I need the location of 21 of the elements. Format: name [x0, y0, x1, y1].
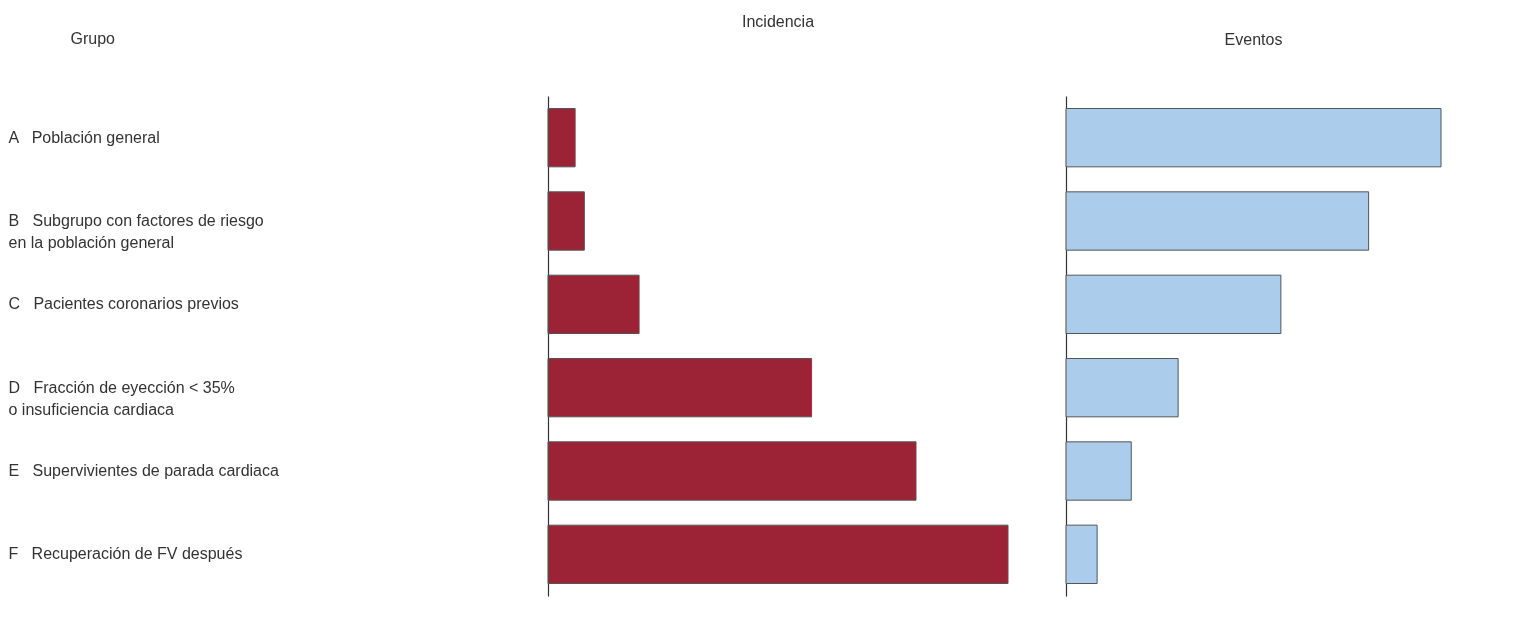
y-tick-label: D Fracción de eyección < 35% o insuficiencia cardiaca	[8, 378, 235, 418]
bar	[1065, 108, 1442, 168]
y-tick-label: B Subgrupo con factores de riesgo en la población general	[8, 212, 264, 251]
bar	[547, 441, 917, 501]
bar	[1065, 524, 1098, 584]
bar	[1065, 358, 1179, 418]
y-axis-title: Grupo	[70, 29, 116, 47]
bar	[1065, 441, 1132, 501]
chart-title: Incidencia	[741, 13, 815, 30]
bar	[547, 358, 813, 418]
y-tick-label: E Supervivientes de parada cardiaca	[8, 462, 279, 479]
bar	[547, 108, 576, 168]
y-tick-label: C Pacientes coronarios previos	[8, 295, 239, 313]
bar	[1065, 274, 1282, 334]
y-tick-label: F Recuperación de FV después	[8, 545, 243, 563]
bar	[547, 191, 585, 251]
bar	[547, 274, 640, 334]
bar	[1065, 191, 1370, 251]
bar	[547, 524, 1009, 584]
y-tick-label: A Población general	[8, 128, 160, 146]
chart-title: Eventos	[1224, 31, 1283, 48]
